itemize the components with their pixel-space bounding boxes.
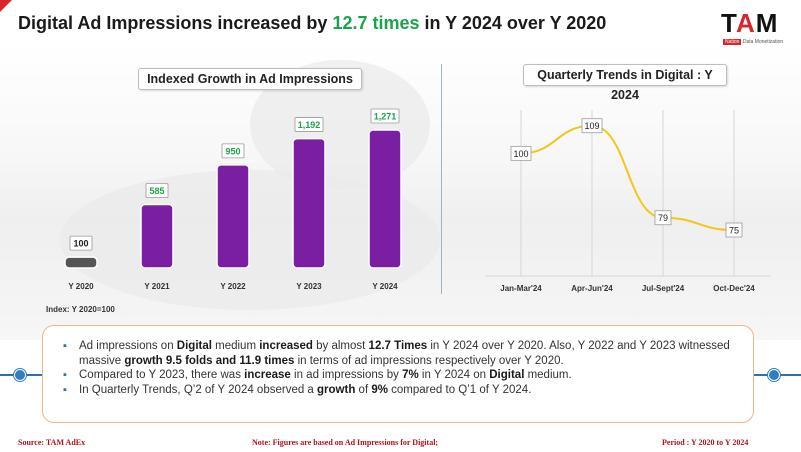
line-category-label: Jan-Mar'24: [500, 284, 542, 293]
insights-box: Ad impressions on Digital medium increas…: [42, 325, 754, 423]
bar-value-label: 1,192: [298, 120, 321, 130]
panel-divider: [441, 64, 442, 294]
bar-value-label: 950: [225, 146, 240, 156]
point-label-box: [725, 222, 743, 238]
point-label-box: [654, 210, 672, 226]
index-note: Index: Y 2020=100: [46, 305, 115, 314]
title-highlight: 12.7 times: [332, 13, 420, 33]
bar-value-label-box: [145, 183, 169, 198]
bar-value-label-box: [221, 143, 245, 159]
bar-value-label: 585: [149, 186, 164, 196]
bar-category-label: Y 2024: [372, 282, 398, 291]
timeline-dot-right: [768, 369, 780, 381]
bar-value-label-box: [370, 108, 400, 124]
bar-category-label: Y 2022: [220, 282, 246, 291]
bar-value-label: 1,271: [374, 112, 397, 122]
bar-category-label: Y 2021: [144, 282, 170, 291]
page-title: Digital Ad Impressions increased by 12.7…: [18, 13, 607, 33]
point-label: 75: [729, 226, 739, 236]
tam-logo: TAM Nation Data Monetization: [721, 8, 784, 45]
bar-1: [140, 203, 174, 269]
footer-source: Source: TAM AdEx: [18, 438, 86, 447]
bar-value-label: 100: [73, 239, 88, 249]
corner-accent: [0, 0, 12, 12]
bar-value-label-box: [294, 117, 324, 132]
bar-2: [216, 164, 250, 269]
insight-item: In Quarterly Trends, Q’2 of Y 2024 obser…: [63, 383, 733, 398]
timeline-dot-left: [14, 369, 26, 381]
footer-note: Note: Figures are based on Ad Impression…: [252, 438, 439, 447]
footer-period: Period : Y 2020 to Y 2024: [662, 438, 749, 447]
bar-3: [292, 137, 326, 269]
series-line: [520, 124, 735, 231]
insight-item: Ad impressions on Digital medium increas…: [63, 339, 733, 368]
bar-0: [64, 256, 98, 269]
line-category-label: Oct-Dec'24: [713, 284, 755, 293]
bar-category-label: Y 2023: [296, 282, 322, 291]
point-label-box: [581, 118, 603, 134]
line-category-label: Jul-Sept'24: [642, 284, 685, 293]
line-category-label: Apr-Jun'24: [571, 284, 613, 293]
point-label-box: [510, 145, 532, 161]
bar-value-label-box: [69, 235, 93, 251]
bar-category-label: Y 2020: [68, 282, 94, 291]
point-label: 109: [584, 121, 599, 131]
line-chart-title: Quarterly Trends in Digital : Y 2024: [523, 64, 727, 102]
insight-item: Compared to Y 2023, there was increase i…: [63, 368, 733, 383]
point-label: 79: [658, 213, 668, 223]
bar-4: [368, 129, 402, 269]
bar-chart-title: Indexed Growth in Ad Impressions: [138, 68, 362, 90]
point-label: 100: [513, 149, 528, 159]
